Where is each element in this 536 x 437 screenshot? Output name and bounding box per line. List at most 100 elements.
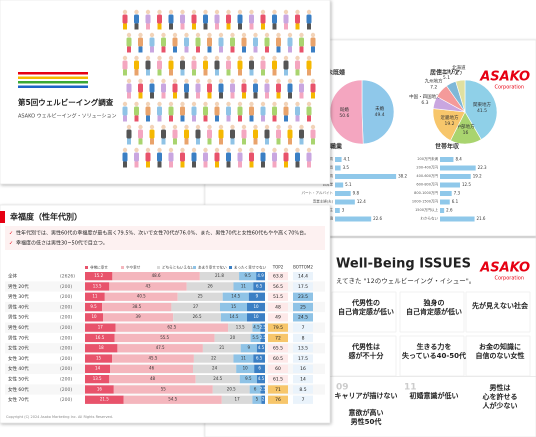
top2-cell	[268, 364, 288, 373]
stacked-bar	[193, 354, 234, 363]
person-legs	[146, 69, 150, 76]
bar-value: 14.5	[229, 314, 238, 319]
person-head	[295, 55, 300, 61]
bar-value: 4.1	[344, 157, 351, 162]
bar-value: 10	[253, 304, 259, 309]
stacked-bar	[252, 395, 262, 404]
stacked-bar	[103, 313, 174, 322]
person-body	[306, 60, 312, 70]
person-head	[287, 124, 293, 130]
person-legs	[272, 161, 277, 168]
person-legs	[146, 115, 150, 122]
person-legs	[219, 46, 223, 53]
stacked-bar	[109, 282, 187, 291]
person-head	[126, 124, 132, 130]
issue-text: 意欲が高い	[349, 408, 384, 417]
person-legs	[288, 46, 292, 53]
person-body	[195, 129, 201, 139]
person-legs	[276, 92, 281, 99]
stacked-bar	[173, 313, 221, 322]
bottom2-cell	[293, 313, 313, 322]
person-body	[184, 83, 189, 93]
bar-category: 600-800万円	[416, 183, 438, 187]
person-head	[157, 9, 162, 15]
person-body	[283, 14, 289, 24]
person-body	[168, 106, 174, 116]
row-label: 女性 70代	[8, 396, 29, 403]
bar-value: 21.8	[215, 273, 224, 278]
person-legs	[157, 69, 162, 76]
bar-value: 11	[241, 283, 247, 288]
person-body	[287, 37, 293, 47]
person-legs	[215, 23, 219, 30]
person-body	[310, 83, 316, 93]
person-body	[283, 60, 289, 70]
issue-text: 先が見えない社会	[472, 301, 529, 310]
person-legs	[169, 69, 173, 76]
person-legs	[196, 92, 200, 99]
person-legs	[272, 23, 277, 30]
stacked-bar	[233, 354, 254, 363]
person-body	[172, 37, 178, 47]
person-legs	[299, 138, 304, 145]
person-head	[168, 55, 174, 61]
bar-value: 6.1	[452, 199, 459, 204]
row-n: (200)	[60, 356, 72, 362]
person-head	[283, 55, 289, 61]
bar-value: 2	[262, 397, 265, 402]
person-legs	[196, 46, 200, 53]
stacked-bar	[85, 302, 103, 312]
person-body	[241, 37, 247, 47]
row-n: (200)	[60, 335, 72, 341]
stacked-bar	[212, 385, 250, 394]
person-head	[237, 9, 243, 15]
person-head	[299, 124, 304, 130]
issue-text: 代男性の	[351, 298, 380, 307]
person-legs	[173, 92, 177, 99]
issue-cell	[399, 291, 465, 333]
person-body	[241, 83, 247, 93]
bar-value: 48	[150, 376, 156, 381]
person-head	[134, 55, 139, 61]
bar-value: 11	[92, 294, 98, 299]
pie-title: 居住エリア	[430, 69, 460, 77]
person-legs	[226, 23, 231, 30]
person-head	[306, 55, 312, 61]
top2: 60	[275, 366, 281, 372]
person-head	[214, 55, 220, 61]
person-head	[145, 101, 151, 107]
person-legs	[219, 138, 223, 145]
bar-value: 11	[241, 355, 247, 360]
person-body	[168, 60, 174, 70]
person-legs	[265, 92, 269, 99]
person-legs	[253, 92, 258, 99]
pie-title: 未既婚	[327, 69, 345, 77]
bar-value: 55	[161, 386, 167, 391]
stacked-bar	[186, 282, 234, 291]
person-legs	[146, 161, 150, 168]
person-body	[157, 152, 162, 162]
bar-title: 世帯年収	[435, 143, 460, 151]
bar	[335, 182, 344, 188]
person-legs	[138, 138, 143, 145]
person-legs	[180, 69, 185, 76]
person-legs	[249, 69, 254, 76]
person-body	[184, 129, 189, 139]
person-legs	[284, 23, 288, 30]
legend-swatch	[121, 266, 124, 269]
person-body	[218, 129, 224, 139]
person-body	[161, 37, 166, 47]
issue-text: 人が少ない	[483, 401, 518, 410]
pie-value: 16	[463, 130, 469, 136]
pie-value: 19.2	[445, 121, 455, 127]
bar-value: 9.8	[353, 191, 360, 196]
person-legs	[265, 46, 269, 53]
bottom2: 23.5	[298, 294, 308, 300]
person-head	[287, 32, 293, 38]
top2-cell	[268, 272, 288, 281]
issue-number: 09	[336, 383, 349, 393]
stacked-bar	[254, 364, 265, 373]
person-body	[283, 152, 289, 162]
slide-title: 幸福度（性年代別）	[10, 212, 82, 222]
pie-label: 北海道	[452, 64, 466, 71]
